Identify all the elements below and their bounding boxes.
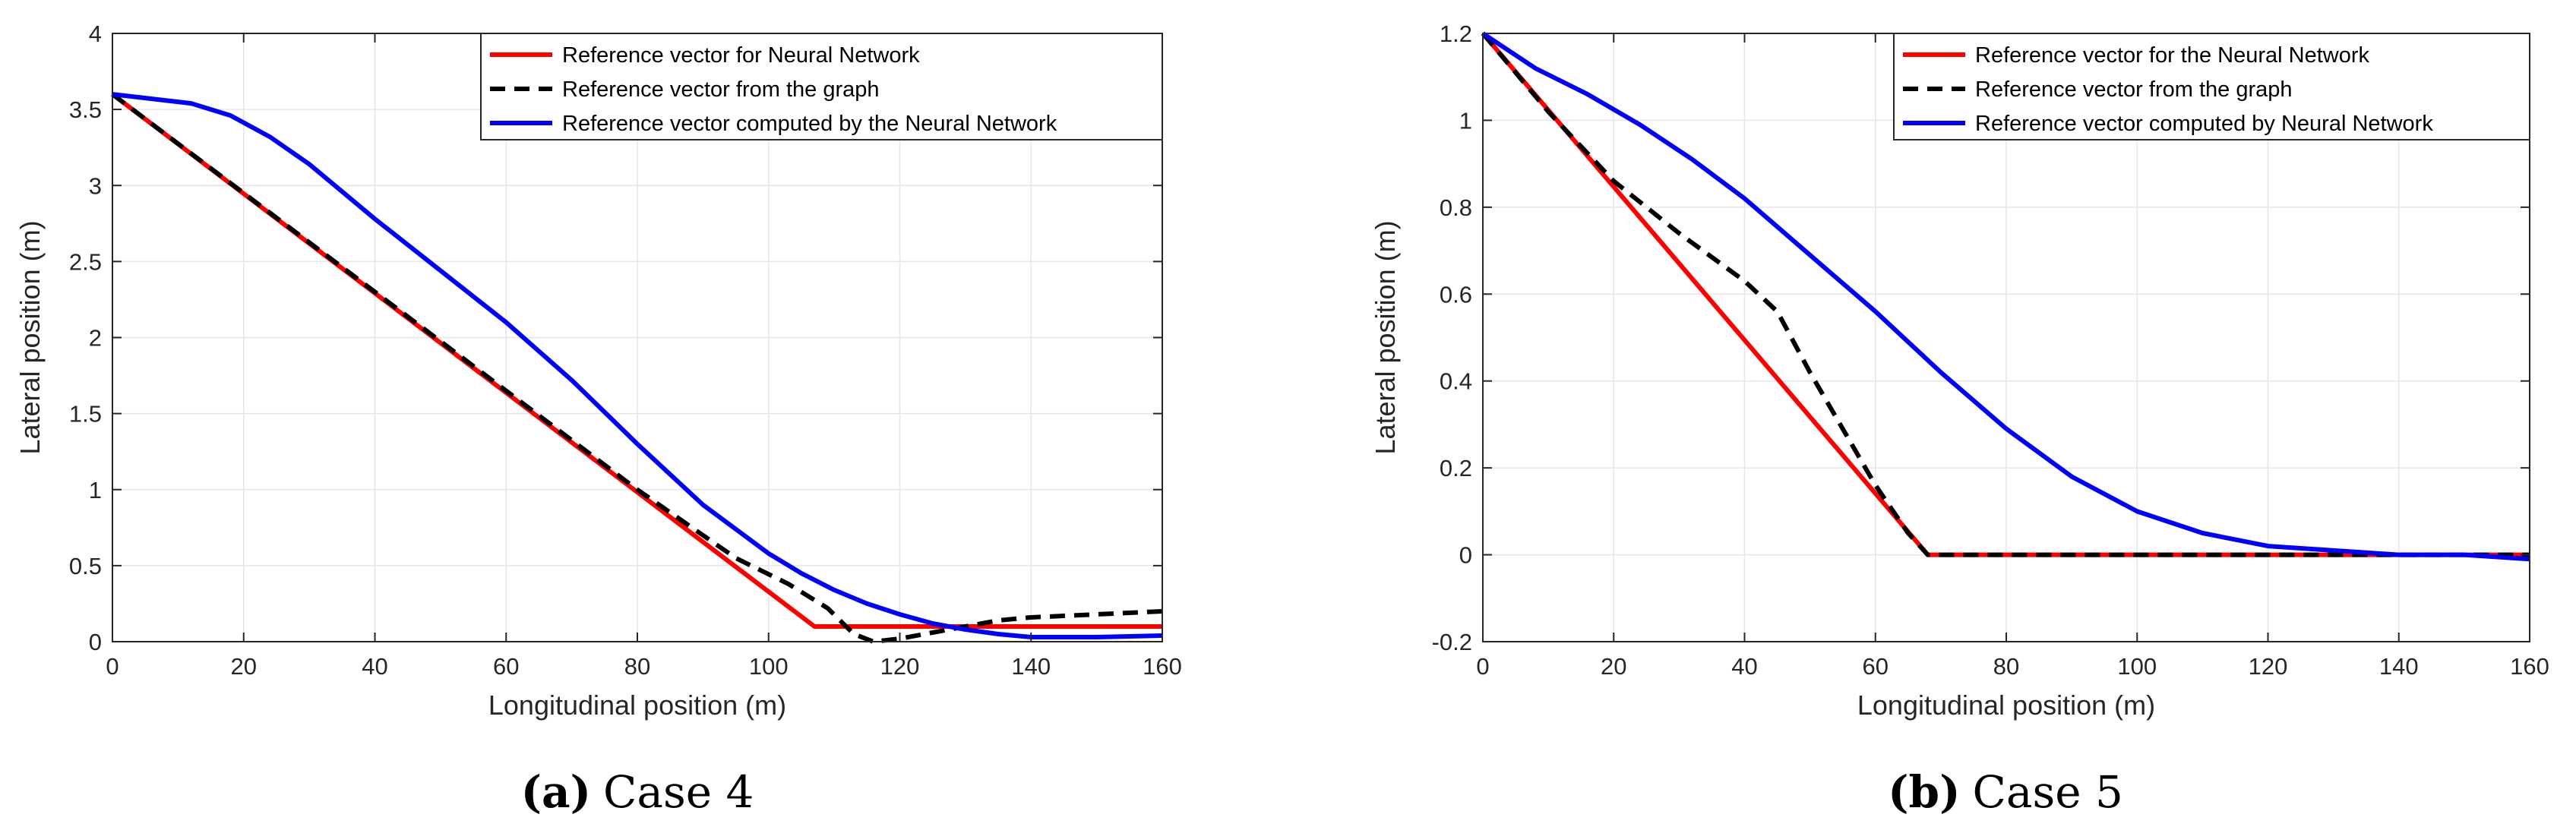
series-line-2 xyxy=(111,92,1163,644)
legend-entry-2: Reference vector from the graph xyxy=(1975,77,2292,102)
legend-entry-1: Reference vector for Neural Network xyxy=(562,43,920,68)
y-tick-label: 0 xyxy=(1459,542,1472,569)
chart-panel-1: 0 20 40 60 80 100 120 140 160 0 0.5 1 1.5 2 2.5 3 3.5 4 Lo… xyxy=(14,21,1182,818)
x-tick-label: 100 xyxy=(749,653,789,680)
x-tick-label: 20 xyxy=(1601,653,1626,680)
series-line-3 xyxy=(1481,31,2530,562)
x-tick-label: 80 xyxy=(1993,653,2019,680)
x-tick-label: 120 xyxy=(2249,653,2288,680)
caption: (a) Case 4 xyxy=(521,766,754,818)
legend-entry-2: Reference vector from the graph xyxy=(562,77,879,102)
x-tick-label: 0 xyxy=(106,653,119,680)
y-tick-label: 1.2 xyxy=(1440,21,1472,47)
y-tick-label: 0.6 xyxy=(1440,281,1472,308)
x-axis-label: Longitudinal position (m) xyxy=(1857,690,2155,721)
x-axis-label: Longitudinal position (m) xyxy=(488,690,786,721)
x-tick-label: 60 xyxy=(1863,653,1889,680)
chart-panel-2: 0 20 40 60 80 100 120 140 160-0.200.20.40.60.811… xyxy=(1370,21,2549,818)
x-tick-label: 80 xyxy=(624,653,650,680)
x-tick-label: 100 xyxy=(2117,653,2157,680)
y-tick-label: 0.8 xyxy=(1440,194,1472,221)
y-tick-label: 3.5 xyxy=(69,96,102,123)
legend-entry-1: Reference vector for the Neural Network xyxy=(1975,43,2369,68)
x-tick-label: 120 xyxy=(880,653,920,680)
x-tick-label: 160 xyxy=(2510,653,2549,680)
legend-entry-3: Reference vector computed by the Neural … xyxy=(562,112,1057,136)
legend-entry-3: Reference vector computed by Neural Netw… xyxy=(1975,112,2433,136)
x-tick-label: 140 xyxy=(2379,653,2419,680)
caption-text: Case 5 xyxy=(1973,766,2123,818)
y-tick-label: 0 xyxy=(89,629,102,655)
y-tick-label: 2 xyxy=(89,325,102,352)
y-tick-label: 3 xyxy=(89,172,102,199)
caption: (b) Case 5 xyxy=(1888,766,2123,818)
x-tick-label: 60 xyxy=(493,653,519,680)
y-tick-label: 1.5 xyxy=(69,401,102,428)
y-tick-label: 0.5 xyxy=(69,553,102,579)
y-tick-label: 1 xyxy=(1459,107,1472,134)
x-tick-label: 40 xyxy=(362,653,387,680)
x-tick-label: 160 xyxy=(1143,653,1182,680)
y-axis-label: Lateral position (m) xyxy=(1370,220,1401,454)
y-tick-label: 0.4 xyxy=(1440,368,1472,395)
y-tick-label: 1 xyxy=(89,477,102,503)
y-tick-label: 2.5 xyxy=(69,248,102,275)
legend: Reference vector for Neural Network Refer… xyxy=(480,33,1163,140)
x-tick-label: 140 xyxy=(1011,653,1051,680)
caption-tag: (b) xyxy=(1888,766,1960,818)
legend-box xyxy=(1893,33,2530,140)
y-tick-label: -0.2 xyxy=(1432,629,1472,655)
series-line-3 xyxy=(112,92,1163,639)
x-tick-label: 20 xyxy=(231,653,257,680)
caption-tag: (a) xyxy=(521,766,591,818)
legend: Reference vector for the Neural Network R… xyxy=(1893,33,2530,140)
legend-box xyxy=(480,33,1163,140)
x-tick-label: 0 xyxy=(1476,653,1489,680)
y-axis-label: Lateral position (m) xyxy=(14,220,46,454)
x-tick-label: 40 xyxy=(1731,653,1757,680)
series-line-2 xyxy=(1481,32,2530,557)
y-tick-label: 0.2 xyxy=(1440,455,1472,481)
caption-text: Case 4 xyxy=(603,766,754,818)
y-tick-label: 4 xyxy=(89,21,102,47)
